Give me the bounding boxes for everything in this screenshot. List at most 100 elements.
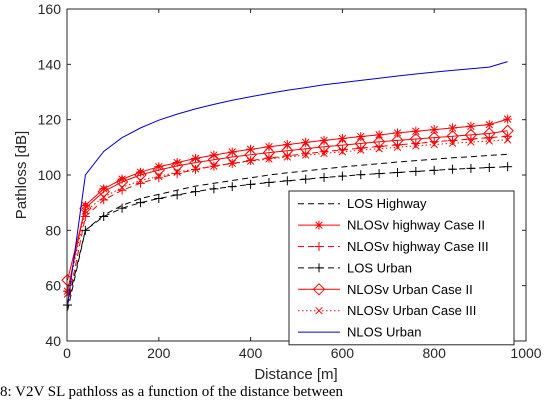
- data-point: [246, 179, 256, 189]
- legend-label: NLOS Urban: [347, 325, 421, 340]
- legend-item: NLOSv highway Case III: [298, 239, 489, 254]
- series-line: [67, 61, 508, 306]
- data-point: [372, 135, 386, 149]
- series-7: [67, 61, 508, 306]
- data-point: [336, 138, 349, 152]
- data-point: [209, 150, 219, 160]
- data-point: [337, 145, 347, 155]
- y-tick-label: 120: [38, 112, 62, 128]
- data-point: [503, 136, 512, 144]
- data-point: [281, 144, 294, 157]
- legend-item: LOS Highway: [298, 196, 427, 211]
- legend-marker: [314, 242, 324, 251]
- data-point: [354, 137, 367, 150]
- legend-item: LOS Urban: [298, 260, 412, 275]
- data-point: [337, 133, 347, 143]
- y-tick-label: 80: [45, 222, 61, 238]
- data-point: [244, 148, 257, 162]
- legend-marker: [314, 263, 324, 273]
- y-tick-label: 160: [38, 1, 62, 17]
- data-point: [136, 176, 145, 185]
- data-point: [374, 142, 384, 152]
- legend-label: NLOSv Urban Case II: [347, 282, 473, 297]
- data-point: [283, 153, 292, 161]
- legend-box: [288, 190, 515, 346]
- series-5: [61, 124, 514, 287]
- data-point: [191, 187, 201, 197]
- data-point: [227, 182, 237, 192]
- data-point: [118, 183, 126, 192]
- data-point: [430, 140, 438, 149]
- data-point: [173, 168, 181, 176]
- legend-item: NLOS Urban: [298, 325, 421, 340]
- data-point: [411, 166, 421, 176]
- data-point: [464, 128, 478, 142]
- data-point: [265, 155, 273, 163]
- x-tick-label: 200: [147, 345, 171, 361]
- y-axis-label: Pathloss [dB]: [13, 131, 30, 219]
- data-point: [467, 138, 475, 146]
- x-tick-label: 800: [423, 345, 447, 361]
- legend-item: NLOSv highway Case II: [298, 218, 485, 233]
- data-point: [412, 142, 420, 150]
- data-point: [448, 139, 457, 147]
- data-point: [79, 201, 92, 215]
- legend-item: NLOSv Urban Case III: [298, 303, 476, 318]
- data-point: [172, 190, 182, 200]
- data-point: [191, 153, 201, 163]
- data-point: [301, 151, 310, 159]
- data-point: [357, 146, 365, 154]
- data-point: [503, 114, 513, 124]
- data-point: [209, 184, 219, 194]
- legend-marker: [312, 283, 326, 296]
- data-point: [374, 130, 384, 140]
- data-point: [356, 132, 366, 142]
- data-point: [393, 143, 402, 152]
- data-point: [155, 172, 163, 181]
- legend-label: NLOSv highway Case II: [347, 218, 485, 233]
- data-point: [301, 137, 311, 147]
- data-point: [99, 193, 108, 201]
- data-point: [264, 177, 274, 187]
- data-point: [80, 225, 90, 235]
- data-point: [207, 153, 221, 166]
- x-tick-label: 600: [331, 345, 355, 361]
- legend-marker: [314, 220, 324, 230]
- data-point: [172, 169, 182, 179]
- data-point: [135, 198, 145, 208]
- y-tick-label: 140: [38, 56, 62, 72]
- data-point: [485, 137, 494, 145]
- legend-label: NLOSv highway Case III: [347, 239, 489, 254]
- data-point: [392, 128, 402, 138]
- data-point: [484, 163, 494, 173]
- figure-caption: 8: V2V SL pathloss as a function of the …: [0, 384, 343, 400]
- data-point: [152, 163, 166, 177]
- data-point: [392, 168, 402, 178]
- data-point: [117, 203, 127, 213]
- data-point: [246, 157, 255, 165]
- data-point: [191, 165, 200, 173]
- x-axis-label: Distance [m]: [254, 366, 337, 383]
- x-tick-label: 0: [63, 345, 71, 361]
- data-point: [448, 164, 458, 174]
- data-point: [446, 130, 459, 143]
- data-point: [99, 212, 109, 221]
- data-point: [262, 146, 276, 159]
- data-point: [337, 171, 347, 181]
- y-tick-label: 100: [38, 167, 62, 183]
- legend-label: LOS Urban: [347, 260, 412, 275]
- legend-label: LOS Highway: [347, 196, 427, 211]
- data-point: [81, 207, 90, 215]
- data-point: [338, 148, 347, 156]
- data-point: [301, 174, 311, 184]
- data-point: [282, 176, 292, 186]
- data-point: [503, 162, 513, 172]
- data-point: [356, 170, 366, 180]
- data-point: [429, 165, 439, 175]
- series-line: [67, 153, 508, 311]
- series-layer: [61, 61, 514, 311]
- series-4: [62, 162, 513, 310]
- data-point: [409, 132, 423, 146]
- legend: LOS Highway NLOSv highway Case II NLOSv hi…: [288, 190, 515, 346]
- data-point: [483, 127, 496, 140]
